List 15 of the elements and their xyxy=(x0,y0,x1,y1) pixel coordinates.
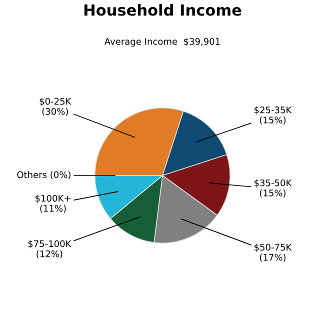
slice-label: $25-35K xyxy=(254,106,292,115)
chart-subtitle: Average Income $39,901 xyxy=(104,38,220,47)
slice-label: $35-50K xyxy=(254,179,292,188)
data-label: (30%) xyxy=(42,108,68,116)
slice-label: $75-100K xyxy=(28,240,72,248)
data-label: (15%) xyxy=(260,116,286,124)
data-label: (12%) xyxy=(36,250,62,258)
legend-label: Others (0%) xyxy=(17,171,70,180)
slice-label: $50-75K xyxy=(254,244,292,252)
slice-label: $100K+ xyxy=(36,194,70,203)
data-label: (15%) xyxy=(260,189,286,198)
chart-title: Household Income xyxy=(84,4,242,16)
slice-label: $0-25K xyxy=(40,98,72,106)
data-label: (11%) xyxy=(40,204,66,213)
data-label: (17%) xyxy=(260,254,286,262)
